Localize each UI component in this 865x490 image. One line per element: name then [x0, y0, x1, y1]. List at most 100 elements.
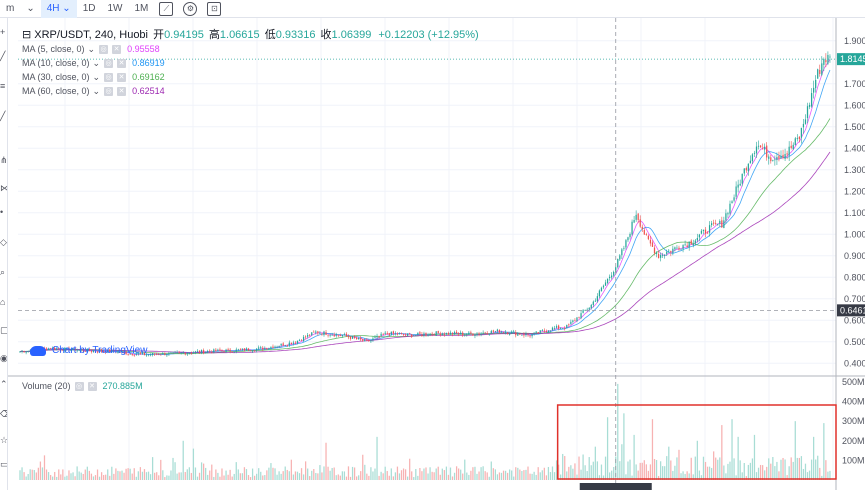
close-icon[interactable]: ✕	[87, 381, 97, 391]
candle-body	[737, 184, 739, 188]
candle-body	[141, 353, 144, 354]
volume-bar	[35, 472, 37, 480]
brush-icon[interactable]: ╱	[0, 111, 6, 121]
screenshot-icon[interactable]: ⊡	[207, 1, 222, 16]
collapse-icon[interactable]: ⌃	[0, 379, 7, 389]
volume-bar	[192, 448, 195, 480]
volume-bar	[580, 469, 582, 480]
candle-body	[421, 334, 423, 336]
visibility-icon[interactable]: ◎	[99, 44, 109, 54]
fib-icon[interactable]: ≡	[0, 81, 6, 91]
visibility-icon[interactable]: ◎	[104, 58, 114, 68]
volume-bar	[70, 473, 72, 480]
candle-body	[174, 352, 176, 353]
settings-icon[interactable]: ⚙	[183, 1, 198, 16]
candle-body	[800, 127, 803, 138]
volume-bar	[458, 468, 460, 480]
volume-bar	[768, 458, 770, 480]
candle-body	[435, 331, 437, 336]
visibility-icon[interactable]: ◎	[104, 86, 114, 96]
volume-bar	[637, 470, 639, 480]
trash-icon[interactable]: ⌫	[0, 409, 7, 419]
indicator-ma5[interactable]: MA (5, close, 0) ⌄ ◎ ✕ 0.95558	[22, 42, 165, 56]
timeframe-1m-button[interactable]: 1M	[134, 2, 149, 14]
volume-bar	[539, 472, 541, 480]
chevron-down-icon[interactable]: ⌄	[92, 72, 101, 82]
volume-bar	[323, 466, 325, 480]
volume-bar	[313, 469, 315, 480]
volume-bar	[111, 466, 113, 480]
volume-bar	[751, 458, 754, 480]
candle-body	[54, 347, 56, 350]
ruler-icon[interactable]: ◇	[0, 237, 7, 247]
chevron-down-icon[interactable]: ⌄	[87, 44, 96, 54]
timeframe-1w-button[interactable]: 1W	[107, 2, 123, 14]
candle-body	[506, 332, 509, 335]
chevron-down-icon[interactable]: ⌄	[26, 2, 35, 14]
visibility-icon[interactable]: ◎	[74, 381, 84, 391]
chevron-down-icon[interactable]: ⌄	[92, 58, 101, 68]
collapse-legend-icon[interactable]: ⊟	[22, 29, 32, 41]
close-icon[interactable]: ✕	[117, 58, 127, 68]
volume-bar	[66, 475, 68, 480]
candle-body	[657, 254, 660, 259]
volume-bar	[213, 476, 215, 480]
candle-body	[770, 157, 772, 162]
trendline-icon[interactable]: ╱	[0, 51, 6, 61]
eye-icon[interactable]: ◉	[0, 353, 7, 363]
candle-body	[133, 354, 135, 356]
volume-bar	[402, 468, 405, 480]
volume-bar	[90, 473, 93, 480]
tradingview-watermark[interactable]: Chart by TradingView	[30, 345, 147, 356]
candle-body	[300, 339, 303, 341]
candle-body	[419, 332, 421, 334]
magnet-icon[interactable]: ⌂	[0, 297, 6, 307]
candle-body	[347, 335, 350, 338]
candle-body	[25, 351, 27, 353]
visibility-icon[interactable]: ◎	[104, 72, 114, 82]
indicator-ma10[interactable]: MA (10, close, 0) ⌄ ◎ ✕ 0.86919	[22, 56, 165, 70]
candle-body	[127, 354, 129, 355]
candle-body	[280, 343, 282, 346]
volume-bar	[374, 468, 376, 480]
timeframe-1d-button[interactable]: 1D	[82, 2, 96, 14]
chevron-down-icon[interactable]: ⌄	[92, 86, 101, 96]
object-tree-icon[interactable]: ▭	[0, 459, 7, 469]
candle-body	[782, 154, 784, 158]
timeframe-minutes-button[interactable]: m	[6, 2, 15, 14]
candle-body	[345, 333, 348, 337]
volume-bar	[545, 475, 548, 480]
prediction-icon[interactable]: ⋈	[0, 183, 7, 193]
candle-body	[500, 331, 503, 333]
indicator-ma60[interactable]: MA (60, close, 0) ⌄ ◎ ✕ 0.62514	[22, 84, 165, 98]
close-icon[interactable]: ✕	[112, 44, 122, 54]
candle-body	[56, 348, 58, 350]
compare-icon[interactable]: ⟋	[159, 1, 174, 16]
candle-body	[253, 350, 256, 352]
candle-body	[594, 300, 596, 302]
candle-body	[560, 328, 562, 329]
volume-bar	[176, 473, 178, 480]
close-icon[interactable]: ✕	[117, 72, 127, 82]
indicator-label: MA (60, close, 0)	[22, 86, 90, 96]
volume-bar	[158, 475, 160, 480]
favorites-icon[interactable]: ☆	[0, 435, 7, 445]
volume-bar	[135, 476, 137, 480]
volume-bar	[659, 461, 662, 480]
zoom-icon[interactable]: ⌕	[0, 267, 6, 277]
crosshair-icon[interactable]: +	[0, 27, 6, 37]
pattern-icon[interactable]: ⋔	[0, 155, 7, 165]
volume-bar	[666, 456, 668, 480]
volume-bar	[478, 471, 480, 480]
volume-bar	[276, 474, 278, 480]
shapes-icon[interactable]: •	[0, 207, 4, 217]
volume-bar	[209, 470, 211, 480]
indicator-ma30[interactable]: MA (30, close, 0) ⌄ ◎ ✕ 0.69162	[22, 70, 165, 84]
volume-bar	[282, 471, 284, 480]
volume-bar	[790, 457, 792, 480]
timeframe-4h-button[interactable]: 4H ⌄	[40, 0, 77, 18]
volume-bar	[131, 473, 133, 480]
close-icon[interactable]: ✕	[117, 86, 127, 96]
lock-icon[interactable]: ▢	[0, 325, 7, 335]
